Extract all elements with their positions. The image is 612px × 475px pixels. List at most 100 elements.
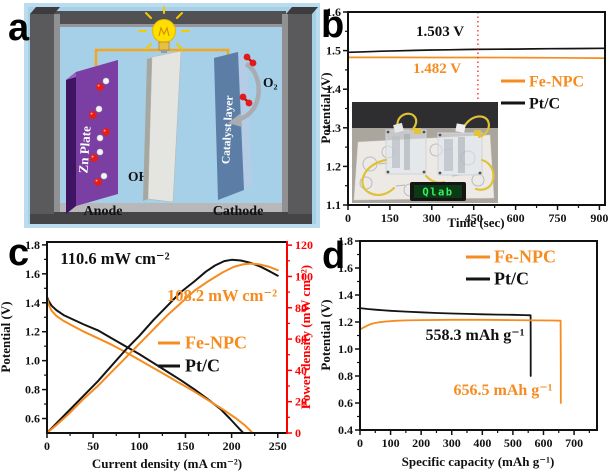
- b-ytick-label: 1.1: [326, 198, 341, 212]
- d-legend-label-fe-npc: Fe-NPC: [494, 247, 556, 267]
- separator-membrane: [143, 50, 182, 203]
- b-xtick-label: 900: [590, 211, 608, 225]
- b-legend-label-fe-npc: Fe-NPC: [529, 74, 584, 91]
- c-series-pt-c-power-density: [46, 258, 279, 434]
- c-series-fe-npc-power-density: [46, 262, 279, 434]
- battery-cell-left: [385, 129, 427, 175]
- d-xtick-label: 700: [565, 436, 583, 450]
- d-xtick-label: 400: [473, 436, 491, 450]
- battery-cell-right: [437, 132, 483, 176]
- c-y2tick-label: 60: [295, 332, 307, 346]
- b-series-pt-c: [347, 47, 606, 54]
- oxygen-arrowhead: [228, 113, 242, 127]
- c-xtick-label: 200: [223, 439, 241, 453]
- c-y2tick-label: 100: [295, 269, 313, 283]
- b-series-fe-npc: [347, 56, 606, 60]
- c-xtick-label: 50: [87, 439, 99, 453]
- b-xtick-label: 300: [423, 211, 441, 225]
- oxygen-label: O₂: [263, 75, 278, 90]
- d-xtick-label: 500: [504, 436, 522, 450]
- separator-front: [147, 50, 182, 203]
- d-ytick-label: 1.4: [338, 288, 353, 302]
- b-legend-label-pt-c: Pt/C: [529, 96, 560, 113]
- d-annotation-0: 558.3 mAh g⁻¹: [425, 327, 524, 344]
- d-ytick-label: 0.8: [338, 369, 353, 383]
- display-text: Qlab: [422, 187, 453, 199]
- d-ytick-label: 0.4: [338, 423, 353, 437]
- b-xtick-label: 150: [381, 211, 399, 225]
- chart-b-open-circuit-voltage: 0 150 300 450 600 750 900 1.1 1.2 1.3 1.4 1.5 1.6 Tim…: [320, 4, 608, 230]
- c-ytick-label: 1.4: [25, 296, 40, 310]
- white-clip: [455, 123, 466, 133]
- c-legend-label-fe-npc: Fe-NPC: [185, 333, 247, 353]
- c-xtick-label: 250: [269, 439, 287, 453]
- b-xaxis-title: Time (sec): [447, 215, 504, 230]
- panel-letter-a: a: [8, 7, 30, 49]
- d-series-fe-npc: [359, 318, 562, 404]
- yellow-clip: [474, 130, 481, 136]
- c-y2tick-label: 0: [295, 426, 301, 440]
- c-ytick-label: 0.6: [25, 412, 40, 426]
- d-xtick-label: 600: [534, 436, 552, 450]
- c-y2tick-label: 40: [295, 363, 307, 377]
- d-ytick-label: 1.2: [338, 315, 353, 329]
- d-yaxis-title: Potential (V): [320, 299, 333, 370]
- c-annotation-0: 110.6 mW cm⁻²: [60, 249, 169, 268]
- panel-letter-c: c: [8, 232, 29, 274]
- d-annotation-1: 656.5 mAh g⁻¹: [453, 382, 552, 399]
- c-xaxis-title: Current density (mA cm⁻²): [92, 456, 242, 471]
- b-annotation-1: 1.482 V: [413, 61, 461, 77]
- zn-plate-front: [76, 60, 118, 206]
- d-xaxis-title: Specific capacity (mAh g⁻¹): [402, 454, 555, 469]
- bottom-bar: [30, 212, 312, 224]
- molecule: [94, 172, 108, 186]
- molecule: [96, 77, 110, 91]
- separator-edge: [143, 57, 152, 201]
- zn-plate-side: [66, 72, 76, 214]
- white-clip: [393, 122, 404, 133]
- floor-strip: [34, 203, 286, 213]
- c-y2axis-title: Power density (mW cm⁻²): [298, 265, 313, 409]
- c-annotation-1: 108.2 mW cm⁻²: [167, 286, 277, 305]
- left-pillar-face: [54, 14, 60, 212]
- yellow-clip: [414, 128, 421, 134]
- c-xtick-label: 150: [176, 439, 194, 453]
- c-y2tick-label: 20: [295, 395, 307, 409]
- bulb-base: [158, 41, 170, 51]
- top-bar: [34, 11, 286, 24]
- b-xtick-label: 0: [345, 211, 351, 225]
- anode-label: Anode: [84, 204, 123, 219]
- zn-plate: Zn Plate: [66, 60, 118, 214]
- c-series-fe-npc-polarization: [46, 297, 253, 434]
- c-ytick-label: 0.8: [25, 383, 40, 397]
- bulb-rays: [138, 6, 190, 50]
- d-xtick-label: 100: [382, 436, 400, 450]
- b-xtick-label: 600: [507, 211, 525, 225]
- b-xtick-label: 450: [465, 211, 483, 225]
- catalyst-plate-front: [214, 52, 244, 200]
- b-ytick-label: 1.4: [326, 82, 341, 96]
- molecule: [90, 148, 104, 162]
- right-pillar: [288, 14, 312, 214]
- battery-photo-inset: Qlab: [352, 102, 498, 203]
- b-ytick-label: 1.5: [326, 44, 341, 58]
- catalyst-plate-side: [238, 52, 252, 190]
- c-ytick-label: 1.8: [25, 238, 40, 252]
- c-legend-label-pt-c: Pt/C: [185, 356, 220, 376]
- chart-d-specific-capacity: 0 100 200 300 400 500 600 700 0.4 0.6 0.8 1.0 1.2 1.4…: [320, 234, 598, 469]
- right-pillar-face: [282, 14, 288, 212]
- bulb-tip: [161, 50, 167, 53]
- cathode-label: Cathode: [213, 204, 264, 219]
- chart-c-polarization: 0 50 100 150 200 250 0.6 0.8 1.0 1.2 1.4 1.6 1.8 0 20 4…: [0, 232, 313, 471]
- d-ytick-label: 1.8: [338, 234, 353, 248]
- c-y2tick-label: 80: [295, 301, 307, 315]
- oxygen-arrow: [237, 62, 261, 123]
- c-ytick-label: 1.2: [25, 325, 40, 339]
- panel-letter-b: b: [321, 4, 344, 46]
- d-legend-label-pt-c: Pt/C: [494, 269, 529, 289]
- c-yaxis-title: Potential (V): [0, 301, 13, 372]
- d-xtick-label: 0: [357, 436, 363, 450]
- d-xtick-label: 300: [443, 436, 461, 450]
- b-ytick-label: 1.3: [326, 121, 341, 135]
